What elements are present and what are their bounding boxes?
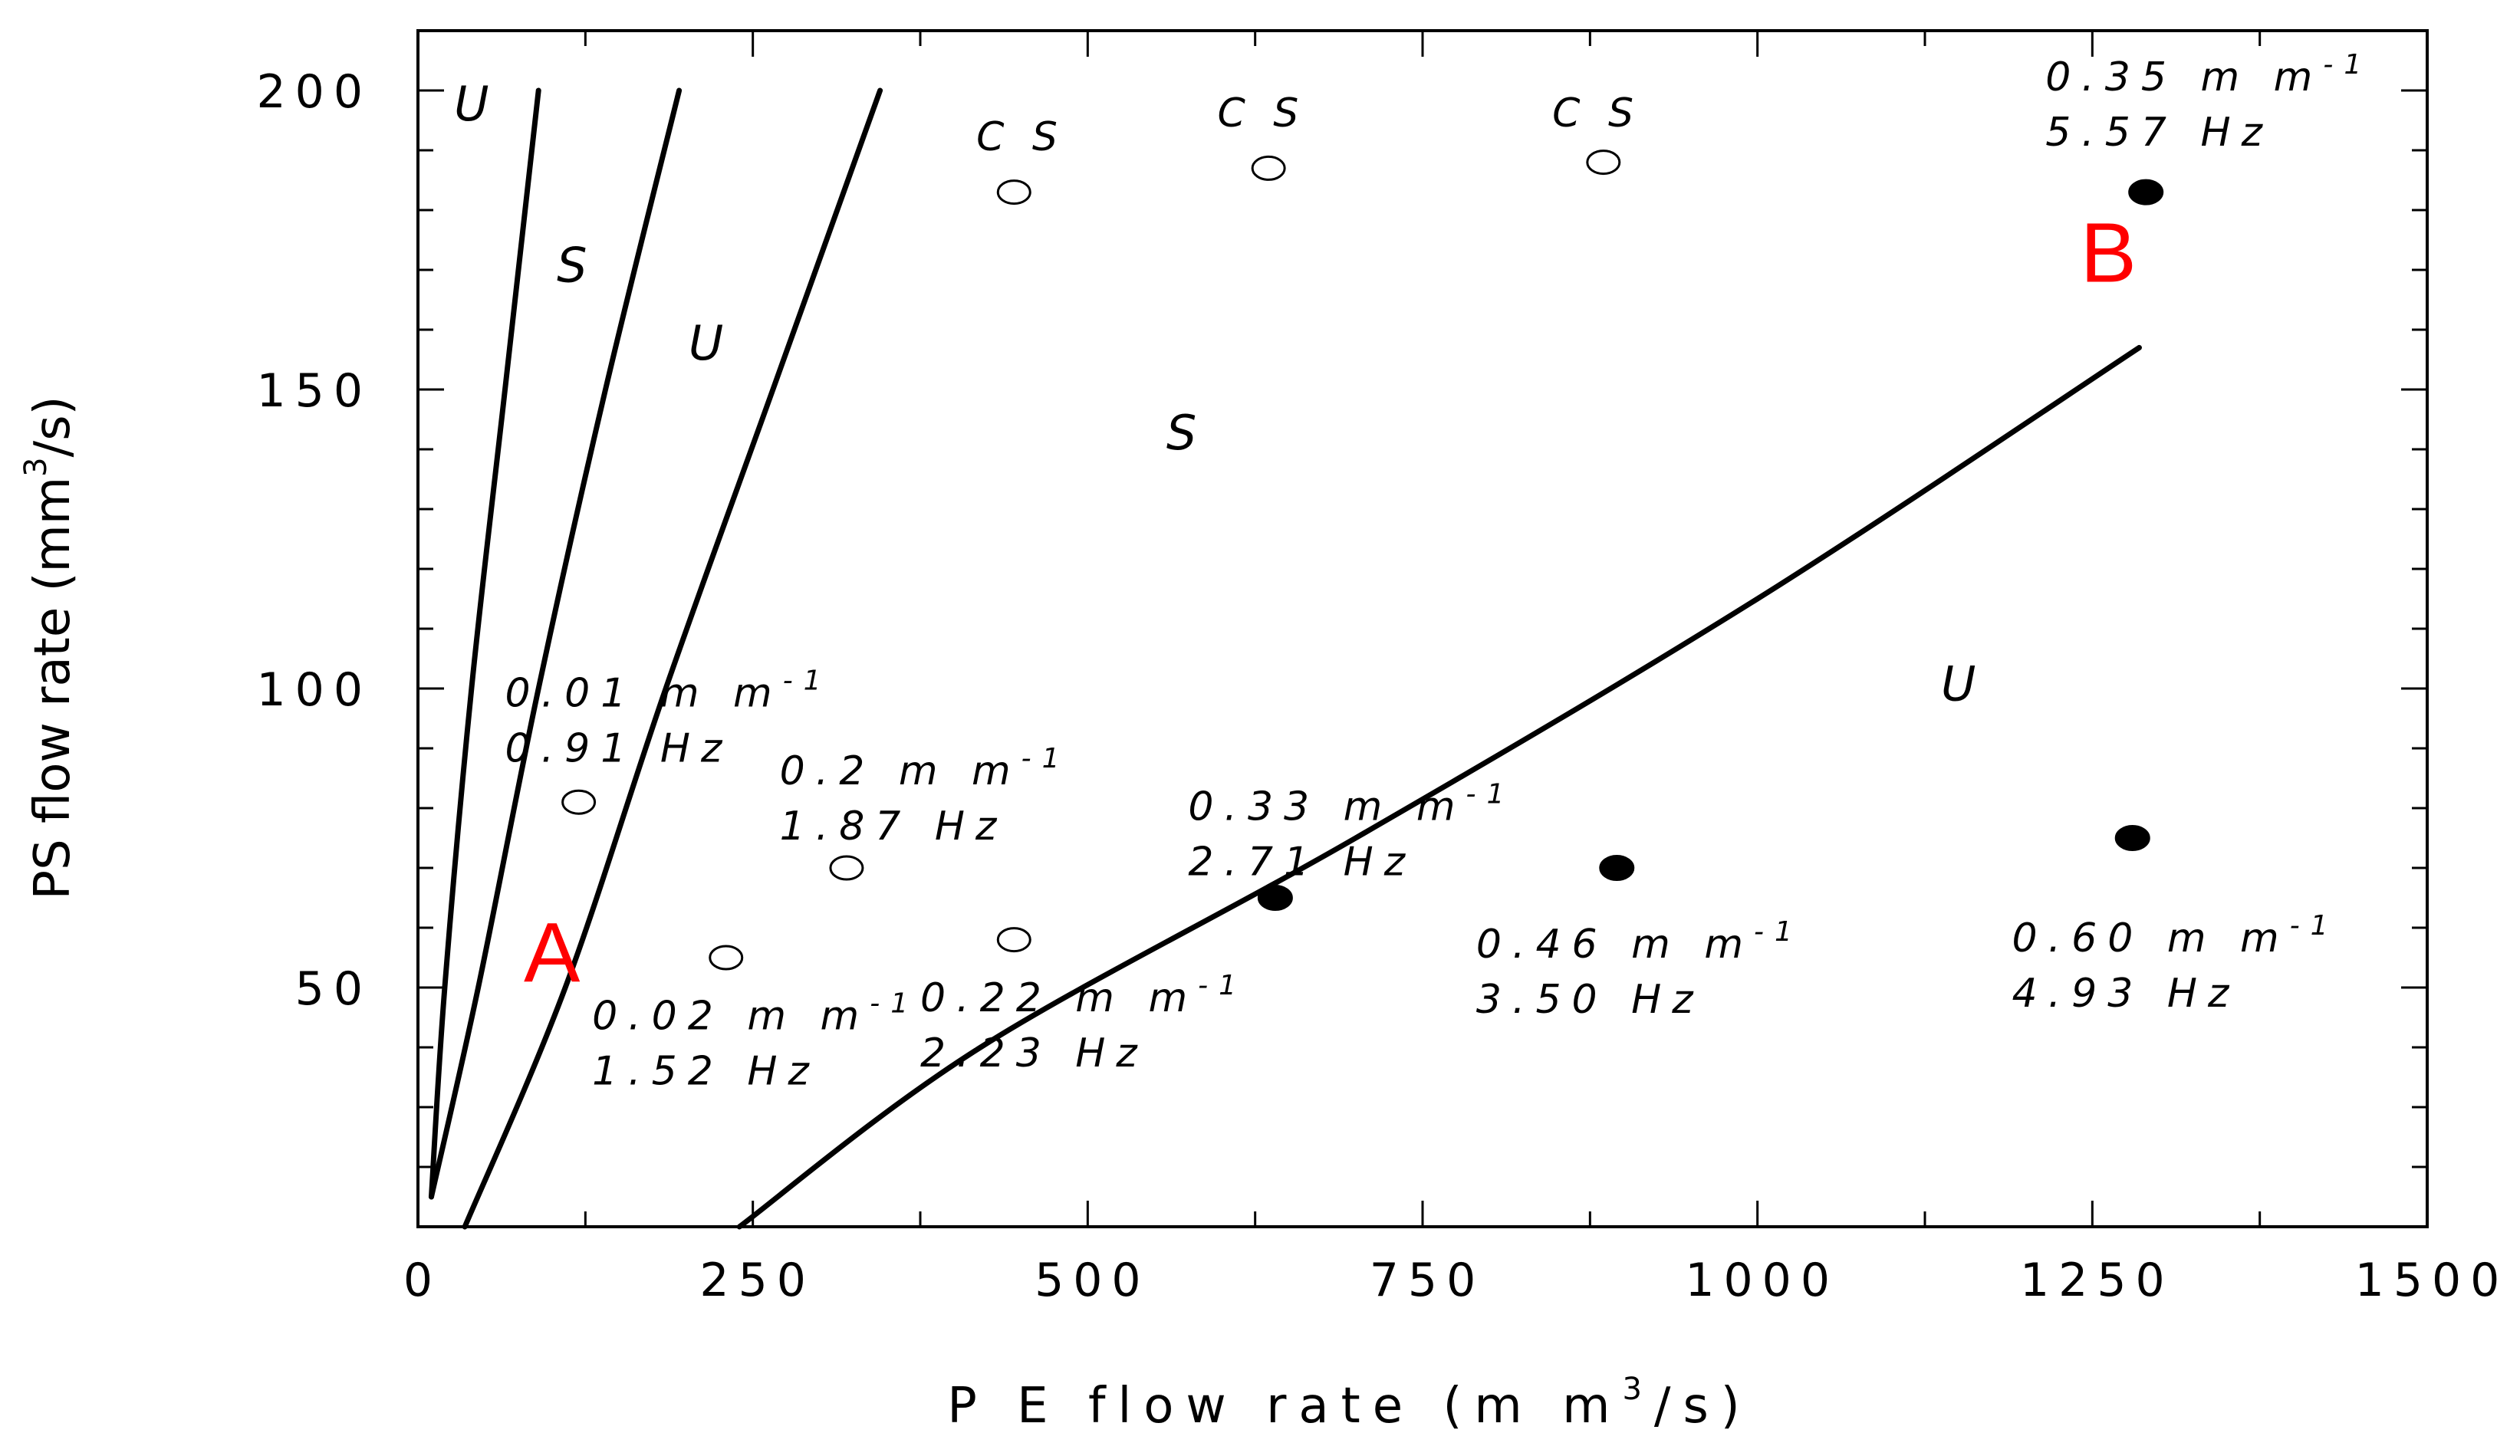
x-tick-label: 1500 xyxy=(2355,1254,2509,1307)
annotation-frequency: 1.52 Hz xyxy=(592,1049,820,1095)
region-label: S xyxy=(1166,405,1196,461)
marker-label-b: B xyxy=(2081,206,2137,301)
annotation-frequency: 2.23 Hz xyxy=(920,1030,1148,1076)
x-tick-label: 0 xyxy=(403,1254,442,1307)
axes: 0 250 500 750 1000 1250 1500 50 100 150 200 xyxy=(256,29,2509,1307)
filled-point xyxy=(2128,179,2164,205)
annotation-wavenumber-value: 0.60 m m xyxy=(2012,915,2290,961)
region-label: U xyxy=(1941,656,1976,712)
y-axis-title-sup: 3 xyxy=(18,457,54,476)
annotation-wavenumber-sup: -1 xyxy=(1021,743,1071,774)
annotation-wavenumber: 0.35 m m-1 xyxy=(2045,49,2372,100)
open-point xyxy=(829,855,864,881)
annotation-wavenumber: 0.33 m m-1 xyxy=(1188,779,1515,830)
x-tick-label: 750 xyxy=(1370,1254,1485,1307)
annotation-wavenumber-value: 0.01 m m xyxy=(505,670,783,716)
x-tick-label: 500 xyxy=(1035,1254,1150,1307)
boundary-curve-2 xyxy=(428,87,683,1200)
region-label: U xyxy=(689,315,723,371)
filled-point xyxy=(1599,855,1635,881)
y-axis-title: PS flow rate (mm3/s) xyxy=(18,396,81,899)
y-axis-title-main: PS flow rate (mm xyxy=(25,477,81,900)
annotation-wavenumber: 0.02 m m-1 xyxy=(592,988,919,1040)
x-tick-label: 1250 xyxy=(2020,1254,2174,1307)
y-tick-label: 200 xyxy=(256,65,372,119)
x-axis-title-main: P E flow rate (m m xyxy=(947,1378,1622,1435)
annotation-wavenumber: 0.46 m m-1 xyxy=(1476,916,1803,968)
annotation-frequency: 2.71 Hz xyxy=(1188,840,1416,886)
y-tick-label: 50 xyxy=(295,962,372,1016)
open-point xyxy=(709,945,744,971)
open-point xyxy=(996,927,1031,953)
x-axis-title-end: /s) xyxy=(1654,1378,1752,1435)
marker-label-a: A xyxy=(524,905,581,1000)
annotation-wavenumber-sup: -1 xyxy=(2323,49,2372,81)
annotation-wavenumber-value: 0.33 m m xyxy=(1188,784,1466,830)
y-tick-label: 150 xyxy=(256,364,372,418)
x-tick-label: 1000 xyxy=(1685,1254,1839,1307)
boundary-curve-4 xyxy=(736,344,2142,1230)
open-point xyxy=(561,789,597,815)
boundary-curve-1 xyxy=(428,87,541,1200)
data-points xyxy=(561,150,2164,971)
annotation-frequency: 0.91 Hz xyxy=(505,725,733,771)
open-point xyxy=(1586,150,1621,176)
annotation-wavenumber-value: 0.46 m m xyxy=(1476,922,1754,968)
cs-label: C S xyxy=(976,114,1065,160)
filled-point xyxy=(2114,825,2150,851)
y-tick-label: 100 xyxy=(256,663,372,717)
filled-point xyxy=(1257,885,1293,911)
boundary-curves xyxy=(428,87,2142,1230)
x-tick-label: 250 xyxy=(699,1254,815,1307)
annotation-frequency: 5.57 Hz xyxy=(2045,110,2273,156)
annotation-wavenumber-sup: -1 xyxy=(2290,910,2339,942)
annotation-wavenumber-sup: -1 xyxy=(1198,970,1247,1001)
annotation-wavenumber-value: 0.02 m m xyxy=(592,994,870,1040)
boundary-curve-3 xyxy=(462,87,883,1230)
cs-label: C S xyxy=(1552,90,1641,136)
annotation-frequency: 1.87 Hz xyxy=(780,804,1008,850)
cs-label: C S xyxy=(1217,90,1306,136)
annotation-frequency: 4.93 Hz xyxy=(2012,971,2240,1017)
annotation-wavenumber-sup: -1 xyxy=(1754,916,1803,948)
annotation-wavenumber: 0.2 m m-1 xyxy=(780,743,1071,794)
annotation-wavenumber-value: 0.22 m m xyxy=(920,975,1198,1021)
x-axis-title-sup: 3 xyxy=(1622,1372,1653,1407)
annotation-wavenumber-sup: -1 xyxy=(1466,779,1515,810)
annotation-wavenumber: 0.22 m m-1 xyxy=(920,970,1247,1021)
annotation-wavenumber-value: 0.35 m m xyxy=(2045,54,2323,100)
region-label: U xyxy=(454,76,489,132)
y-axis-title-end: /s) xyxy=(25,396,81,457)
annotation-wavenumber-value: 0.2 m m xyxy=(780,748,1021,794)
annotation-wavenumber-sup: -1 xyxy=(783,665,832,696)
x-axis-title: P E flow rate (m m3/s) xyxy=(947,1372,1752,1435)
region-label: S xyxy=(557,238,587,294)
annotation-frequency: 3.50 Hz xyxy=(1476,977,1704,1023)
open-point xyxy=(996,179,1031,205)
annotation-wavenumber: 0.01 m m-1 xyxy=(505,665,832,716)
annotation-wavenumber: 0.60 m m-1 xyxy=(2012,910,2339,961)
annotation-wavenumber-sup: -1 xyxy=(870,988,919,1020)
open-point xyxy=(1251,155,1286,181)
